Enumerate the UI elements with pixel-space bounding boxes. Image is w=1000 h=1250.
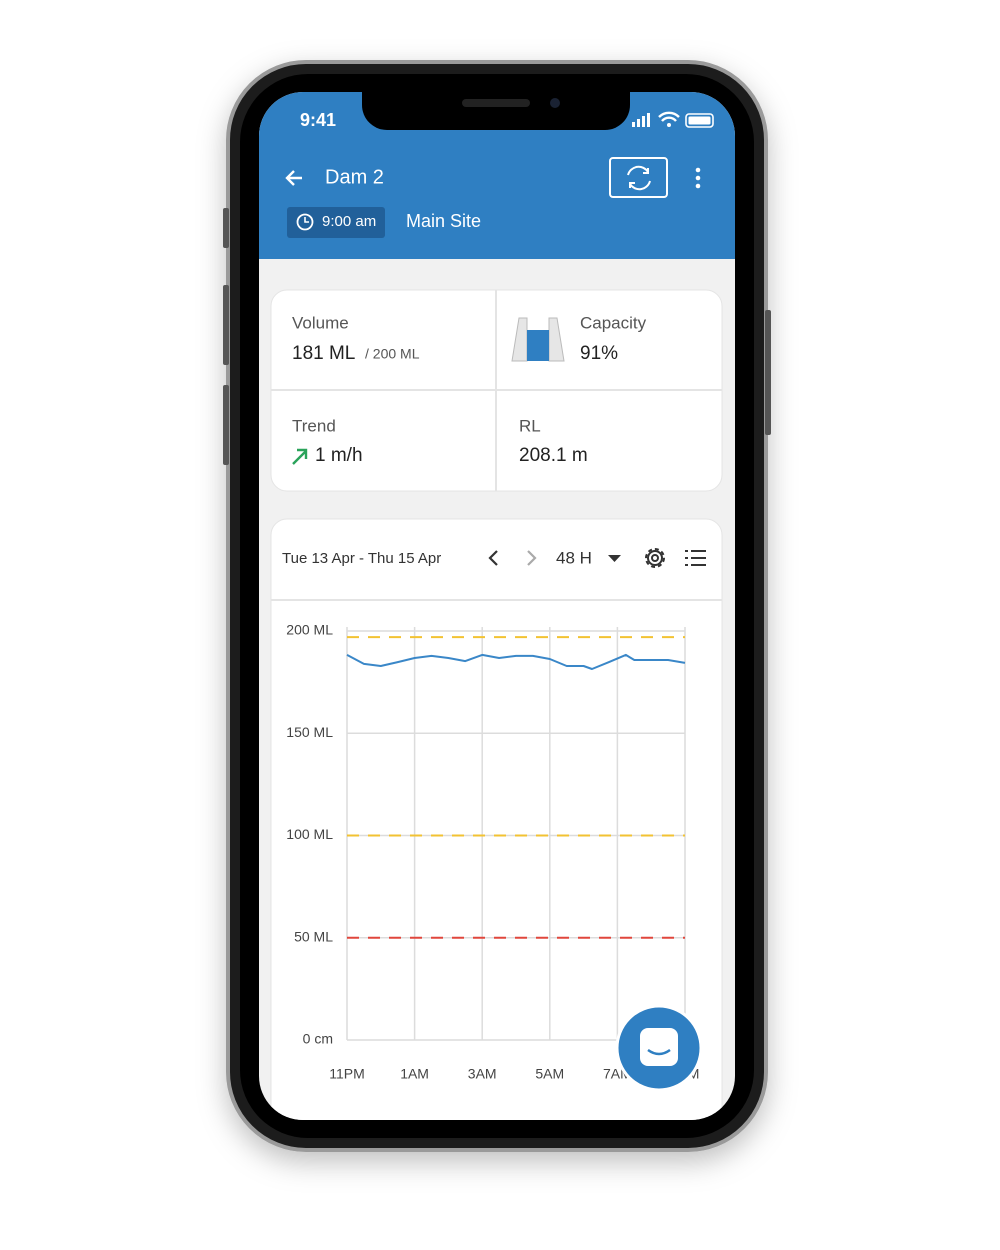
- dam-icon: [511, 317, 565, 362]
- x-tick-label: 3AM: [468, 1066, 497, 1082]
- status-time: 9:41: [300, 110, 336, 130]
- status-icons: [632, 111, 714, 128]
- date-range: Tue 13 Apr - Thu 15 Apr: [282, 550, 441, 567]
- stat-label: Volume: [292, 313, 349, 332]
- stat-label: Trend: [292, 416, 336, 435]
- refresh-button[interactable]: [609, 157, 668, 198]
- trend-arrow: [292, 448, 308, 465]
- stat-value: 181 ML: [292, 343, 355, 364]
- clock-icon: [296, 213, 314, 231]
- period-select[interactable]: 48 H: [556, 548, 592, 567]
- y-tick-label: 150 ML: [286, 724, 333, 740]
- y-tick-label: 200 ML: [286, 622, 333, 638]
- prev-button[interactable]: [488, 550, 498, 566]
- data-line: [346, 653, 686, 670]
- list-button[interactable]: [685, 550, 706, 566]
- stat-label: Capacity: [580, 313, 647, 332]
- page-title: Dam 2: [325, 166, 384, 188]
- stat-label: RL: [519, 416, 541, 435]
- side-button: [223, 285, 229, 365]
- side-button: [223, 385, 229, 465]
- chart-card: [270, 518, 723, 1120]
- stat-value: 1 m/h: [315, 445, 363, 466]
- time-badge-label: 9:00 am: [322, 213, 376, 230]
- stat-value: 208.1 m: [519, 445, 588, 466]
- y-tick-label: 50 ML: [294, 928, 333, 944]
- next-button[interactable]: [527, 550, 537, 566]
- time-badge[interactable]: [287, 207, 385, 238]
- x-tick-label: 1AM: [400, 1066, 429, 1082]
- speaker: [462, 99, 530, 107]
- site-name: Main Site: [406, 211, 481, 231]
- chart: 0 cm 50 ML 100 ML 150 ML 200 ML 11PM 1AM 3AM 5AM…: [286, 622, 699, 1082]
- stat-value: 91%: [580, 343, 618, 364]
- screen: 9:41 Dam 2 9:00 am Main Site Volume 181: [259, 92, 735, 1120]
- y-tick-label: 100 ML: [286, 826, 333, 842]
- back-button[interactable]: [285, 170, 302, 186]
- side-button: [765, 310, 771, 435]
- x-tick-label: 5AM: [535, 1066, 564, 1082]
- more-menu[interactable]: [695, 167, 701, 189]
- notch: [362, 92, 630, 130]
- y-tick-label: 0 cm: [303, 1031, 333, 1047]
- stat-max: / 200 ML: [365, 346, 420, 362]
- clock-hands: [304, 217, 309, 223]
- camera: [550, 98, 560, 108]
- period-dropdown[interactable]: [608, 555, 621, 562]
- side-button: [223, 208, 229, 248]
- chat-button[interactable]: [615, 1004, 703, 1092]
- x-tick-label: 11PM: [329, 1066, 365, 1082]
- settings-button[interactable]: [645, 548, 665, 568]
